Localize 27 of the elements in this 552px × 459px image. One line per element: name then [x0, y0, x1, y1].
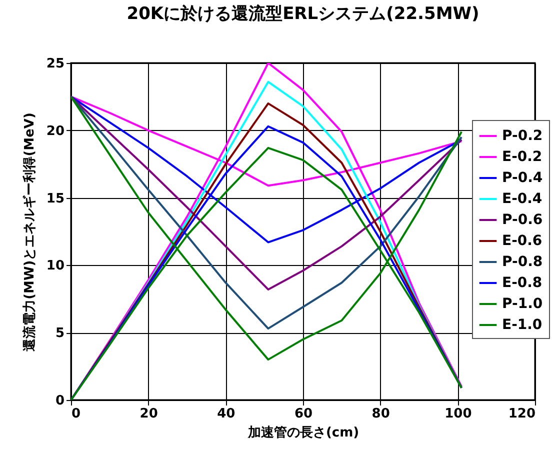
x-tick-label: 60	[294, 406, 313, 422]
x-axis-title: 加速管の長さ(cm)	[246, 426, 360, 440]
x-tick-label: 40	[217, 406, 236, 422]
x-tick-label: 120	[508, 406, 536, 422]
legend-label: P-0.2	[502, 128, 543, 144]
x-tick-label: 100	[444, 406, 472, 422]
legend-label: E-0.4	[502, 191, 542, 207]
legend-label: P-0.8	[502, 254, 543, 270]
x-tick-label: 20	[140, 406, 158, 422]
x-tick-label: 0	[72, 406, 81, 422]
x-tick-label: 80	[372, 406, 390, 422]
legend-label: P-0.6	[502, 212, 543, 228]
legend-label: E-0.8	[502, 275, 542, 291]
legend-label: P-0.4	[502, 170, 543, 186]
y-tick-label: 25	[46, 56, 64, 72]
line-series	[71, 96, 463, 290]
legend-label: P-1.0	[502, 296, 543, 312]
y-axis-title: 還流電力(MW)とエネルギー利得(MeV)	[21, 112, 38, 352]
legend-label: E-0.6	[502, 233, 542, 249]
y-tick-label: 20	[46, 124, 64, 139]
legend-label: E-1.0	[502, 317, 542, 333]
y-tick-label: 0	[55, 394, 64, 408]
y-tick-label: 5	[55, 326, 64, 342]
y-tick-label: 15	[46, 191, 64, 206]
y-tick-label: 10	[46, 258, 64, 274]
legend-label: E-0.2	[502, 149, 542, 165]
chart-title: 20Kに於ける還流型ERLシステム(22.5MW)	[126, 4, 480, 24]
